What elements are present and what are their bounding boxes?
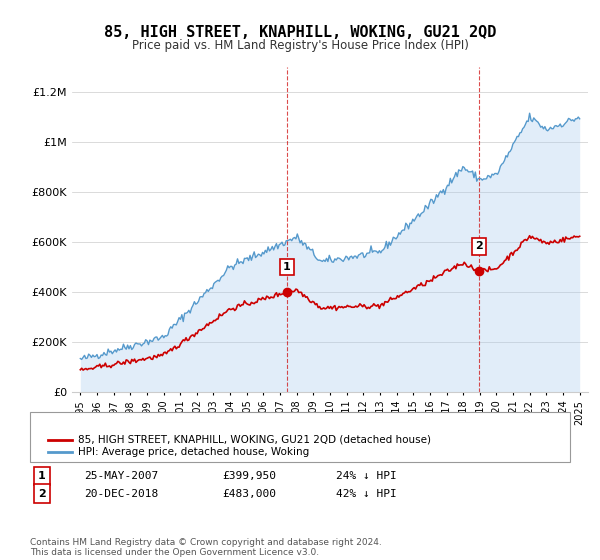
Text: HPI: Average price, detached house, Woking: HPI: Average price, detached house, Woki… [78, 447, 309, 457]
Text: 2: 2 [475, 241, 483, 251]
Text: 85, HIGH STREET, KNAPHILL, WOKING, GU21 2QD: 85, HIGH STREET, KNAPHILL, WOKING, GU21 … [104, 25, 496, 40]
Text: 1: 1 [38, 471, 46, 481]
Text: £399,950: £399,950 [222, 471, 276, 481]
Text: £483,000: £483,000 [222, 489, 276, 499]
Text: 2: 2 [38, 489, 46, 499]
Text: 20-DEC-2018: 20-DEC-2018 [84, 489, 158, 499]
Text: 24% ↓ HPI: 24% ↓ HPI [336, 471, 397, 481]
Text: 42% ↓ HPI: 42% ↓ HPI [336, 489, 397, 499]
Text: 1: 1 [283, 262, 290, 272]
Text: 25-MAY-2007: 25-MAY-2007 [84, 471, 158, 481]
Text: Contains HM Land Registry data © Crown copyright and database right 2024.
This d: Contains HM Land Registry data © Crown c… [30, 538, 382, 557]
Text: Price paid vs. HM Land Registry's House Price Index (HPI): Price paid vs. HM Land Registry's House … [131, 39, 469, 52]
Text: 85, HIGH STREET, KNAPHILL, WOKING, GU21 2QD (detached house): 85, HIGH STREET, KNAPHILL, WOKING, GU21 … [78, 435, 431, 445]
